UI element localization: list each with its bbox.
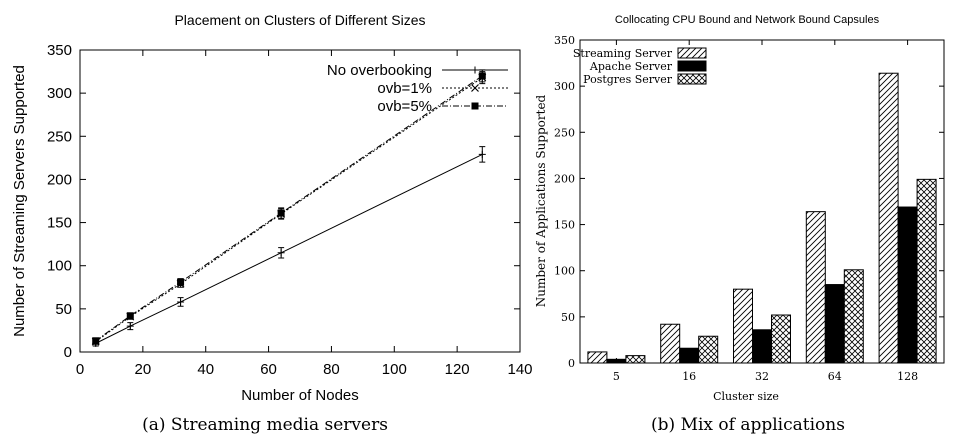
bar	[625, 355, 646, 364]
chart-left: Placement on Clusters of Different Sizes…	[11, 12, 533, 435]
data-point	[126, 322, 134, 330]
y-tick-label: 350	[47, 42, 72, 59]
chart-left-frame	[79, 49, 521, 353]
chart-left-title: Placement on Clusters of Different Sizes	[174, 12, 425, 28]
series-line-2	[95, 75, 483, 342]
legend-label: ovb=5%	[377, 98, 432, 115]
y-tick-label: 250	[47, 128, 72, 145]
x-tick-label: 40	[197, 361, 214, 378]
legend-swatch	[677, 73, 707, 85]
bar	[771, 314, 791, 364]
legend-marker	[471, 84, 479, 92]
chart-left-caption: (a) Streaming media servers	[142, 415, 388, 435]
chart-right-y-label: Number of Applications Supported	[534, 94, 548, 307]
data-point	[478, 150, 486, 158]
chart-right: Collocating CPU Bound and Network Bound …	[534, 14, 945, 435]
y-tick-label: 300	[47, 85, 72, 102]
data-point	[126, 312, 134, 320]
legend-label: No overbooking	[327, 62, 432, 79]
bar	[805, 211, 826, 364]
bar	[916, 178, 937, 364]
x-tick-label: 64	[828, 370, 842, 383]
legend-label: ovb=1%	[377, 80, 432, 97]
x-tick-label: 32	[755, 370, 769, 383]
bar	[824, 284, 845, 364]
x-tick-label: 100	[382, 361, 407, 378]
x-tick-label: 16	[682, 370, 696, 383]
chart-right-bars	[587, 72, 937, 364]
x-tick-label: 128	[897, 370, 918, 383]
series-line-1	[95, 77, 483, 343]
x-tick-label: 120	[445, 361, 470, 378]
legend-swatch	[677, 60, 707, 72]
y-tick-label: 350	[554, 34, 575, 47]
series-line-0	[95, 153, 483, 344]
bar	[843, 269, 864, 364]
y-tick-label: 50	[561, 311, 575, 324]
data-point	[92, 337, 100, 345]
y-tick-label: 100	[47, 258, 72, 275]
legend-marker	[471, 102, 479, 110]
chart-right-x-label: Cluster size	[713, 390, 779, 403]
x-tick-label: 0	[76, 361, 84, 378]
chart-right-caption: (b) Mix of applications	[651, 415, 845, 435]
y-tick-label: 250	[554, 126, 575, 139]
chart-left-x-label: Number of Nodes	[241, 387, 359, 404]
data-point	[277, 209, 285, 217]
bar	[897, 206, 918, 364]
y-tick-label: 200	[554, 172, 575, 185]
y-tick-label: 300	[554, 80, 575, 93]
data-point	[277, 249, 285, 257]
bar	[587, 351, 608, 364]
chart-left-x-axis: 0 20 40 60 80 100 120 140	[76, 50, 533, 378]
x-tick-label: 60	[260, 361, 277, 378]
y-tick-label: 150	[47, 215, 72, 232]
chart-left-y-axis: 0 50 100 150 200 250 300 350	[47, 42, 520, 361]
y-tick-label: 150	[554, 219, 575, 232]
x-tick-label: 20	[135, 361, 152, 378]
legend-swatch	[677, 47, 707, 59]
legend-marker	[471, 66, 479, 74]
chart-left-y-label: Number of Streaming Servers Supported	[11, 65, 28, 337]
chart-right-y-axis: 0 50 100 150 200 250 300 350	[554, 34, 944, 370]
legend-label: Streaming Server	[573, 47, 673, 60]
bar	[878, 72, 899, 364]
y-tick-label: 0	[568, 357, 575, 370]
y-tick-label: 50	[55, 301, 72, 318]
legend-label: Postgres Server	[583, 73, 673, 86]
x-tick-label: 5	[613, 370, 620, 383]
y-tick-label: 200	[47, 171, 72, 188]
x-tick-label: 80	[323, 361, 340, 378]
y-tick-label: 0	[64, 344, 72, 361]
chart-right-title: Collocating CPU Bound and Network Bound …	[615, 14, 880, 26]
bar	[660, 323, 681, 364]
chart-right-x-axis: 5 16 32 64 128	[613, 40, 918, 383]
data-point	[177, 278, 185, 286]
x-tick-label: 140	[507, 361, 532, 378]
bar	[733, 288, 753, 364]
y-tick-label: 100	[554, 265, 575, 278]
data-point	[478, 72, 486, 80]
bar	[698, 335, 719, 364]
legend-label: Apache Server	[589, 60, 673, 73]
chart-left-series	[91, 69, 487, 347]
data-point	[177, 298, 185, 306]
